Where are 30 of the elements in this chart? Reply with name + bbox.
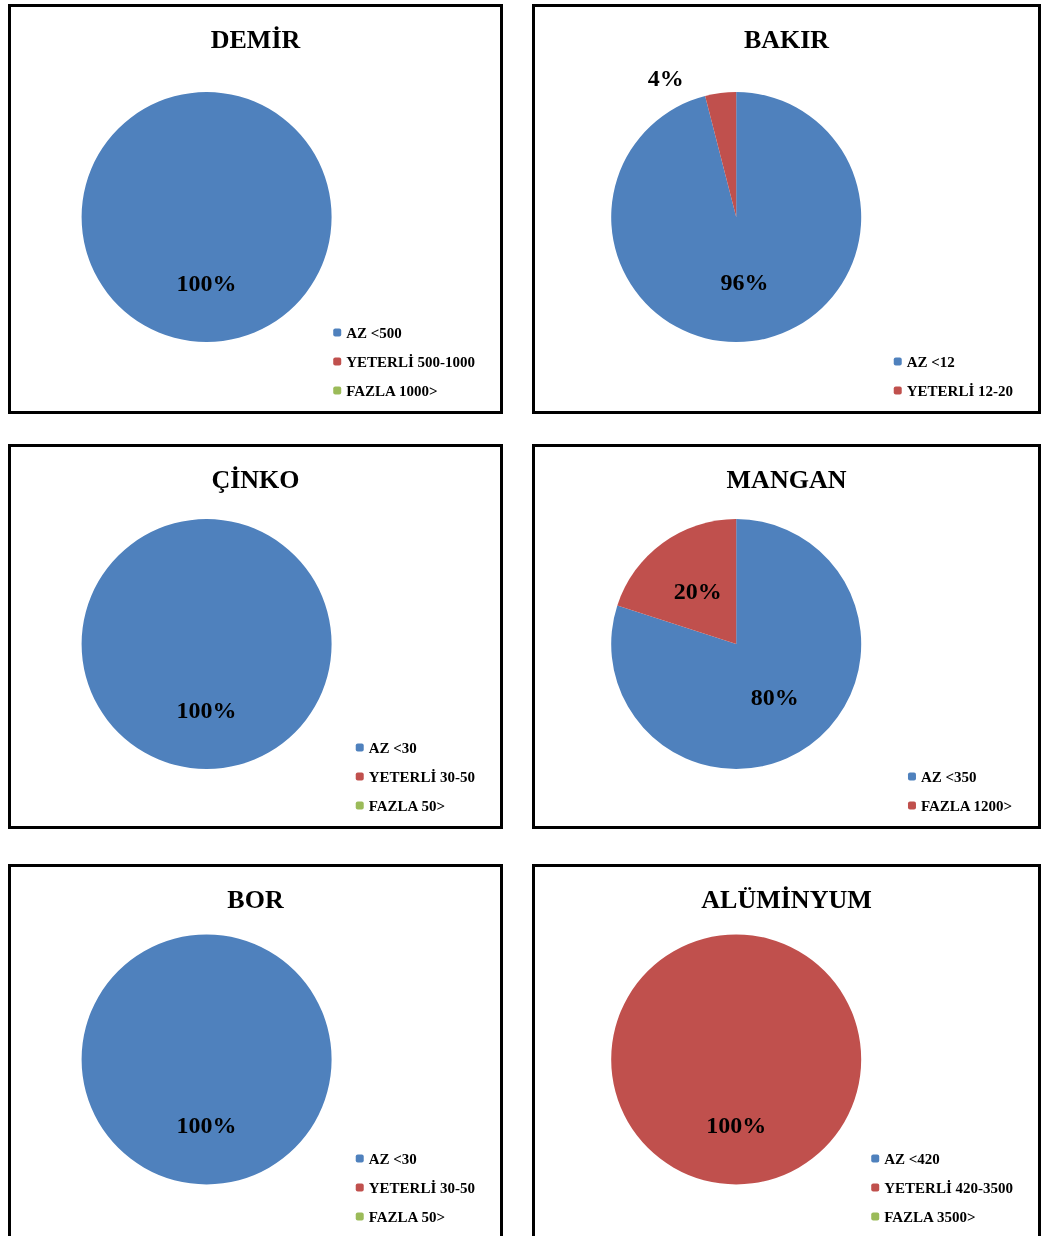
data-label: 100% xyxy=(176,696,237,723)
legend-label: AZ <500 xyxy=(346,324,402,341)
legend-label: AZ <420 xyxy=(884,1150,940,1167)
data-label: 100% xyxy=(706,1111,767,1138)
legend-label: AZ <30 xyxy=(368,1150,417,1167)
legend-label: FAZLA 50> xyxy=(368,1208,445,1225)
data-label: 96% xyxy=(720,269,769,296)
legend-label: YETERLİ 12-20 xyxy=(906,382,1014,399)
legend-label: YETERLİ 30-50 xyxy=(368,768,476,785)
legend-label: AZ <30 xyxy=(368,739,417,756)
data-label: 80% xyxy=(750,684,799,711)
legend-label: YETERLİ 30-50 xyxy=(368,1179,476,1196)
data-label: 4% xyxy=(647,65,684,92)
chart-title: BOR xyxy=(227,884,284,914)
legend-label: FAZLA 1000> xyxy=(346,382,438,399)
legend-label: FAZLA 3500> xyxy=(884,1208,976,1225)
chart-title: BAKIR xyxy=(743,24,830,54)
data-label: 20% xyxy=(673,578,722,605)
legend-label: FAZLA 1200> xyxy=(920,797,1013,814)
chart-title: ÇİNKO xyxy=(211,464,300,494)
legend-label: FAZLA 50> xyxy=(368,797,445,814)
chart-title: ALÜMİNYUM xyxy=(701,884,872,914)
chart-title: MANGAN xyxy=(726,464,847,494)
data-label: 100% xyxy=(176,1111,237,1138)
chart-title: DEMİR xyxy=(210,24,301,54)
legend-label: YETERLİ 500-1000 xyxy=(346,353,476,370)
legend-label: AZ <12 xyxy=(906,353,955,370)
legend-label: YETERLİ 420-3500 xyxy=(884,1179,1014,1196)
data-label: 100% xyxy=(176,269,237,296)
legend-label: AZ <350 xyxy=(920,768,977,785)
